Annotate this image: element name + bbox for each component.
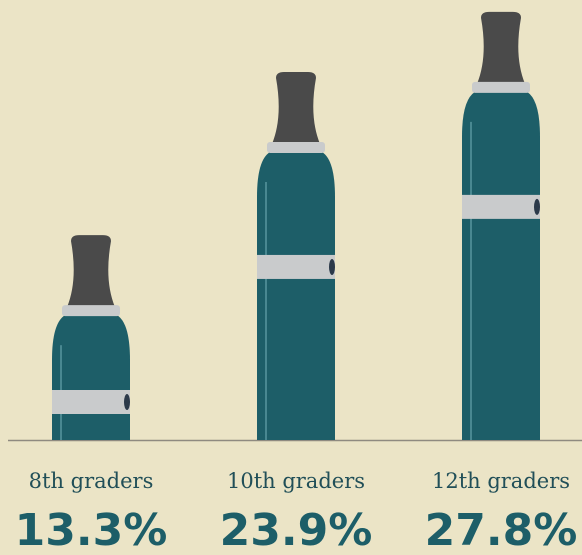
pen-mouthpiece — [477, 11, 525, 84]
pen-body — [52, 315, 130, 440]
pen-collar — [267, 141, 325, 153]
pen-button — [329, 258, 335, 275]
vape-bar — [52, 235, 130, 440]
vape-bar — [257, 71, 335, 440]
pen-body — [257, 151, 335, 440]
value-label: 27.8% — [425, 505, 578, 555]
pen-button — [534, 198, 540, 215]
category-label: 8th graders — [29, 469, 154, 493]
value-label: 23.9% — [220, 505, 373, 555]
vape-bar — [462, 11, 540, 440]
value-label: 13.3% — [15, 505, 168, 555]
pen-mouthpiece — [67, 235, 115, 308]
category-label: 10th graders — [227, 469, 365, 493]
pen-body — [462, 91, 540, 440]
pen-band — [257, 254, 335, 279]
category-label: 12th graders — [432, 469, 570, 493]
pen-band — [462, 194, 540, 219]
pen-band — [52, 390, 130, 414]
pen-mouthpiece — [272, 71, 320, 144]
pen-button — [124, 394, 130, 410]
pen-collar — [62, 305, 120, 317]
pen-collar — [472, 81, 530, 93]
